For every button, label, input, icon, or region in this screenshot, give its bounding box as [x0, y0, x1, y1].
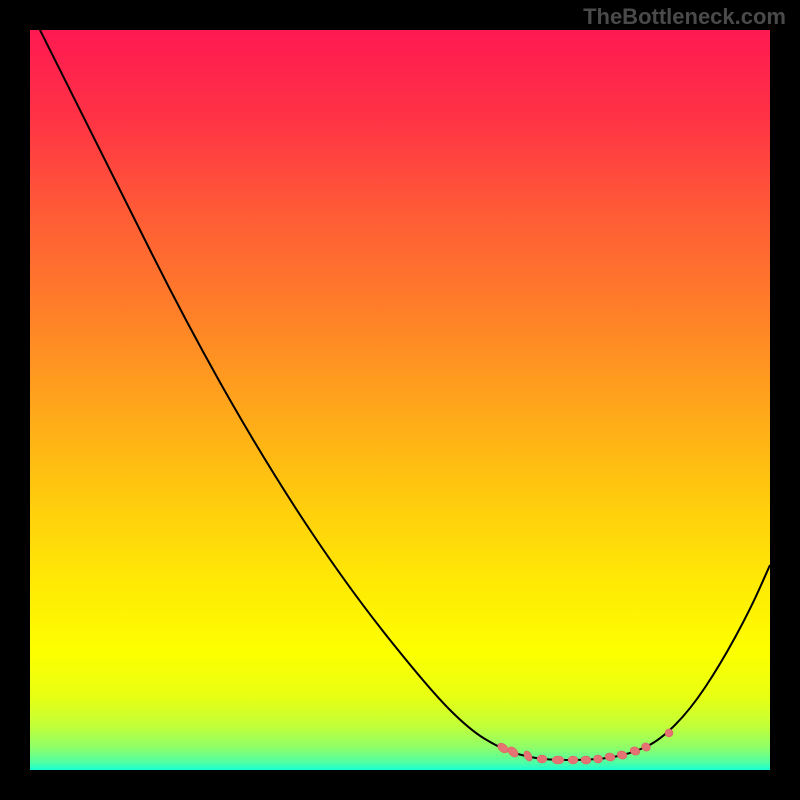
bottleneck-chart [30, 30, 770, 770]
plot-area [30, 30, 770, 770]
curve-marker [552, 756, 564, 764]
watermark-text: TheBottleneck.com [583, 4, 786, 30]
curve-marker [537, 755, 547, 763]
chart-container: TheBottleneck.com [0, 0, 800, 800]
chart-background [30, 30, 770, 770]
curve-marker [568, 756, 578, 764]
